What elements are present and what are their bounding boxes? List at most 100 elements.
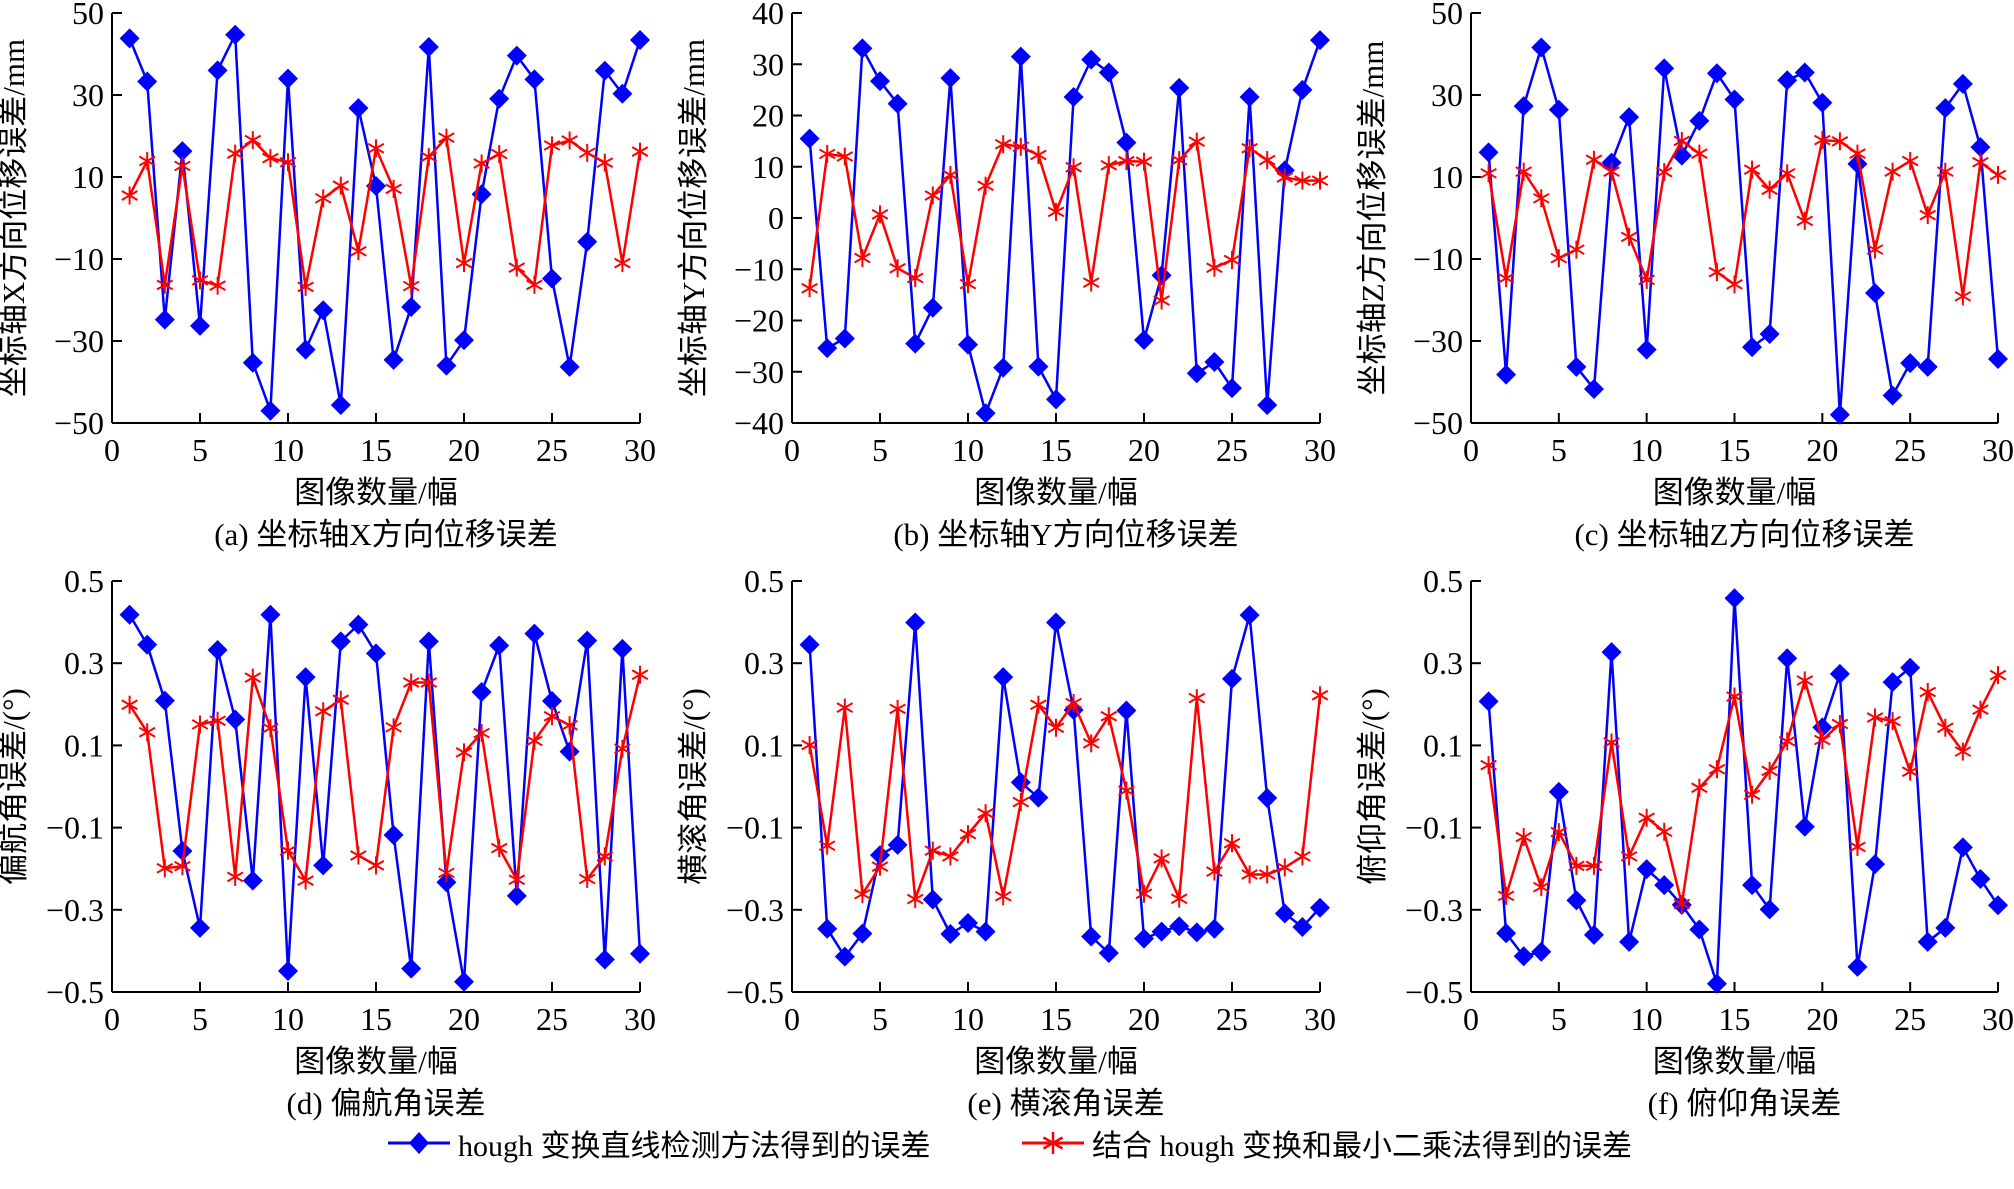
data-point-asterisk (314, 189, 332, 208)
data-point-asterisk (297, 277, 314, 296)
x-axis-label: 图像数量/幅 (974, 1044, 1138, 1079)
data-point-asterisk (1761, 180, 1778, 199)
data-point-asterisk (1206, 258, 1223, 277)
y-tick-label: −50 (54, 405, 104, 441)
data-point-diamond (1812, 92, 1833, 113)
data-point-asterisk (1831, 132, 1849, 151)
data-point-asterisk (836, 147, 854, 166)
data-point-asterisk (174, 156, 191, 175)
data-point-asterisk (1778, 732, 1796, 751)
data-point-diamond (1169, 916, 1190, 937)
data-point-diamond (1010, 772, 1031, 793)
data-point-asterisk (332, 690, 350, 709)
data-point-diamond (993, 667, 1014, 688)
data-point-diamond (1917, 931, 1938, 952)
x-tick-label: 10 (272, 1001, 304, 1037)
data-point-asterisk (1030, 145, 1047, 164)
data-point-asterisk (596, 847, 614, 866)
data-point-diamond (1063, 87, 1084, 108)
data-point-diamond (1566, 356, 1587, 377)
y-tick-label: 10 (72, 159, 104, 195)
y-tick-label: −0.1 (726, 810, 784, 846)
data-point-asterisk (1814, 131, 1831, 150)
x-tick-label: 20 (448, 1001, 480, 1037)
data-point-asterisk (1726, 687, 1743, 706)
data-point-diamond (958, 334, 978, 355)
data-point-diamond (1496, 364, 1517, 385)
y-tick-label: 30 (1431, 77, 1463, 113)
data-point-diamond (1134, 928, 1154, 949)
data-point-diamond (1116, 700, 1137, 721)
data-point-asterisk (994, 135, 1012, 154)
data-point-asterisk (977, 176, 994, 195)
data-point-asterisk (1047, 202, 1065, 221)
data-point-diamond (1239, 605, 1260, 626)
x-tick-label: 25 (1894, 432, 1926, 468)
data-point-diamond (1222, 668, 1242, 689)
data-point-asterisk (1153, 291, 1170, 310)
x-tick-label: 20 (1128, 432, 1160, 468)
data-point-asterisk (244, 668, 262, 687)
data-point-diamond (295, 339, 316, 360)
y-tick-label: 0.5 (1423, 563, 1463, 599)
data-point-asterisk (138, 723, 156, 742)
data-point-asterisk (1638, 808, 1655, 827)
x-axis-label: 图像数量/幅 (1653, 1044, 1817, 1079)
data-point-asterisk (1849, 144, 1866, 163)
data-point-asterisk (1118, 152, 1135, 171)
x-tick-label: 10 (952, 432, 984, 468)
x-tick-label: 0 (104, 1001, 120, 1037)
data-point-asterisk (121, 186, 138, 205)
data-point-asterisk (1241, 865, 1258, 884)
x-tick-label: 25 (1216, 432, 1248, 468)
y-tick-label: −10 (734, 251, 784, 287)
data-point-asterisk (959, 275, 977, 294)
data-point-diamond (242, 352, 263, 373)
data-point-diamond (207, 60, 228, 81)
y-tick-label: −0.3 (726, 892, 784, 928)
data-point-asterisk (209, 711, 226, 730)
data-point-asterisk (1550, 249, 1568, 268)
data-point-diamond (524, 69, 545, 90)
data-point-asterisk (350, 242, 367, 261)
data-point-diamond (630, 943, 650, 964)
data-point-asterisk (226, 867, 244, 886)
data-point-diamond (383, 824, 404, 845)
data-point-diamond (1134, 329, 1154, 350)
data-point-asterisk (1311, 686, 1329, 705)
data-point-diamond (1689, 110, 1710, 131)
data-point-asterisk (1901, 152, 1919, 171)
data-point-diamond (1239, 87, 1260, 108)
data-point-asterisk (871, 205, 889, 224)
y-axis-label: 横滚角误差/(°) (676, 688, 711, 885)
data-point-asterisk (1866, 708, 1884, 727)
data-point-diamond (1654, 875, 1675, 896)
data-point-diamond (1548, 99, 1569, 120)
data-point-diamond (1169, 77, 1190, 98)
data-point-diamond (1759, 324, 1780, 345)
y-axis-label: 坐标轴X方向位移误差/mm (0, 39, 31, 397)
data-point-diamond (137, 71, 158, 92)
x-tick-label: 20 (1806, 1001, 1838, 1037)
data-point-diamond (1186, 363, 1207, 384)
data-point-diamond (1724, 89, 1745, 110)
data-point-diamond (1583, 378, 1604, 399)
data-point-diamond (1777, 70, 1798, 91)
data-point-asterisk (1030, 695, 1047, 714)
data-point-asterisk (631, 142, 649, 161)
data-point-diamond (1777, 648, 1798, 669)
data-point-asterisk (455, 254, 473, 273)
data-point-asterisk (1849, 837, 1866, 856)
data-point-diamond (1865, 283, 1886, 304)
data-point-diamond (1601, 642, 1622, 663)
data-point-asterisk (385, 718, 402, 737)
data-point-diamond (1882, 385, 1903, 406)
data-point-diamond (799, 128, 820, 149)
data-point-diamond (172, 841, 193, 862)
data-point-asterisk (1100, 707, 1118, 726)
data-point-asterisk (818, 836, 836, 855)
chart-caption: (a) 坐标轴X方向位移误差 (214, 517, 558, 552)
data-point-diamond (190, 315, 210, 336)
data-point-asterisk (1814, 731, 1831, 750)
